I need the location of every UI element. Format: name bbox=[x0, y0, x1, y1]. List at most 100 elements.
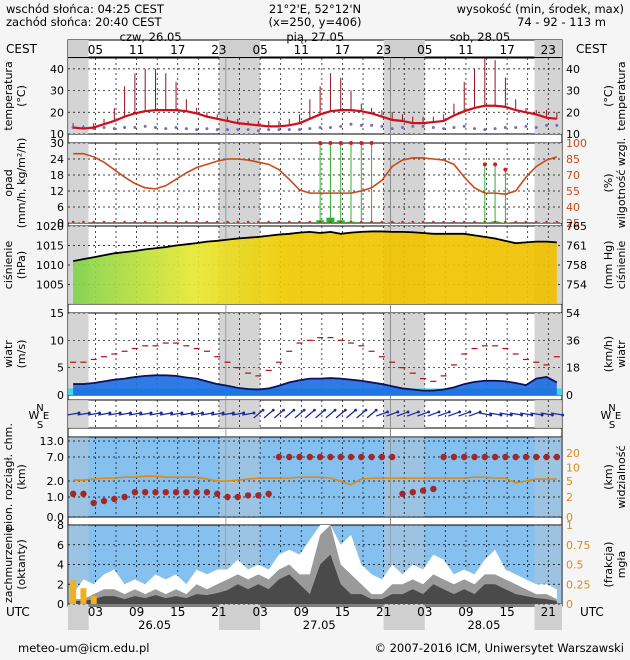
wind-barb-14 bbox=[211, 412, 224, 416]
temperature-ytick-2: 30 bbox=[50, 85, 64, 98]
cloud-base-0 bbox=[69, 490, 77, 497]
precip-dot-35 bbox=[432, 220, 435, 224]
wind-barb-head-20 bbox=[282, 408, 285, 412]
wind-barb-10 bbox=[170, 412, 183, 416]
sunset-text: zachód słońca: 20:40 CEST bbox=[6, 15, 163, 29]
precip-y2tick-5: 100 bbox=[566, 137, 587, 150]
precip-dot-9 bbox=[164, 220, 168, 224]
utc-hour-10: 15 bbox=[499, 605, 514, 619]
wind-barb-32 bbox=[396, 411, 409, 417]
precip-ytick-3: 18 bbox=[50, 169, 64, 182]
wind-y2tick-1: 18 bbox=[566, 362, 580, 375]
bottom-tz-label: UTC bbox=[6, 605, 30, 619]
dew-point-14 bbox=[215, 128, 219, 132]
precip-night-0 bbox=[68, 143, 89, 223]
wind-barb-36 bbox=[437, 411, 450, 417]
wind-barb-head-19 bbox=[271, 408, 275, 412]
wind-barb-head-24 bbox=[323, 408, 327, 412]
cloud-base-28 bbox=[358, 453, 365, 461]
cloud-base-40 bbox=[481, 453, 489, 461]
visibility-right-label-1: widzialność bbox=[615, 445, 628, 508]
wind-barb-head-3 bbox=[108, 411, 112, 415]
pressure-area bbox=[73, 231, 557, 304]
wind-barb-head-11 bbox=[190, 411, 194, 415]
wind-barb-15 bbox=[221, 412, 234, 416]
cloud-base-43 bbox=[512, 453, 519, 461]
vis-y2tick-3: 10 bbox=[566, 461, 580, 474]
cloud-base-38 bbox=[461, 453, 468, 461]
wind-barb-21 bbox=[284, 409, 295, 419]
dew-point-21 bbox=[287, 128, 291, 132]
wind-ytick-2: 10 bbox=[50, 334, 64, 347]
cloud-y2tick-1: 0.25 bbox=[566, 578, 591, 591]
wind-barb-head-30 bbox=[386, 410, 389, 414]
cest-hour-5: 11 bbox=[294, 43, 309, 57]
cloud-base-9 bbox=[162, 489, 169, 496]
wind-barb-0 bbox=[67, 412, 80, 416]
dew-point-28 bbox=[359, 123, 363, 127]
cloud-base-2 bbox=[90, 499, 97, 507]
precip-left-label-0: opad bbox=[2, 169, 15, 196]
dew-point-16 bbox=[236, 128, 240, 132]
cloud-base-25 bbox=[327, 453, 334, 461]
precip-dot-30 bbox=[380, 220, 384, 224]
precip-dot-5 bbox=[123, 220, 126, 224]
precip-ens-top-42 bbox=[503, 167, 508, 172]
precip-dot-20 bbox=[277, 220, 281, 224]
footer-copyright: © 2007-2016 ICM, Uniwersytet Warszawski bbox=[374, 641, 624, 655]
wind-barb-8 bbox=[149, 412, 162, 416]
dew-point-44 bbox=[524, 124, 528, 128]
dir-w-right: W bbox=[601, 409, 612, 422]
wind-barb-head-13 bbox=[211, 411, 215, 415]
cest-hour-2: 17 bbox=[170, 43, 185, 57]
precip-y2tick-3: 70 bbox=[566, 169, 580, 182]
cloud-base-46 bbox=[543, 453, 550, 461]
precip-dot-23 bbox=[308, 220, 312, 224]
dir-n-right: N bbox=[608, 403, 615, 414]
precip-dot-38 bbox=[462, 220, 466, 224]
day-label-1: pią, 27.05 bbox=[286, 30, 344, 44]
dew-point-47 bbox=[555, 123, 559, 127]
elevation-label: wysokość (min, środek, max) bbox=[457, 2, 624, 16]
cloud-base-4 bbox=[111, 495, 118, 503]
precip-dot-15 bbox=[226, 220, 229, 224]
wind-barb-27 bbox=[346, 409, 357, 419]
wind-barb-head-21 bbox=[292, 408, 296, 412]
cloud-base-13 bbox=[203, 489, 211, 496]
precip-dot-22 bbox=[298, 220, 301, 224]
cest-hour-10: 17 bbox=[499, 43, 514, 57]
temperature-panel bbox=[67, 57, 563, 135]
sunrise-text: wschód słońca: 04:25 CEST bbox=[6, 2, 165, 16]
wind-barb-head-4 bbox=[118, 411, 122, 415]
precip-ens-top-28 bbox=[359, 141, 364, 145]
precip-y2tick-0: 25 bbox=[566, 217, 580, 230]
top-axis-night-3 bbox=[534, 40, 562, 57]
precip-dot-16 bbox=[236, 220, 240, 224]
cest-hour-1: 11 bbox=[129, 43, 144, 57]
cloud-base-36 bbox=[440, 453, 447, 461]
precip-dot-2 bbox=[92, 220, 96, 224]
vis-y2tick-2: 5 bbox=[566, 475, 573, 488]
dew-point-31 bbox=[390, 127, 394, 131]
wind-barb-3 bbox=[97, 412, 111, 416]
wind-barb-17 bbox=[242, 412, 255, 416]
precip-left-label-1: (mm/h, kg/m²/h) bbox=[15, 138, 28, 229]
dew-point-38 bbox=[462, 124, 466, 128]
humidity-line bbox=[73, 152, 558, 196]
dew-point-26 bbox=[339, 124, 343, 128]
wind-barb-13 bbox=[200, 412, 213, 416]
wind-night-0 bbox=[68, 313, 89, 395]
cloud-base-26 bbox=[337, 453, 344, 461]
footer-email[interactable]: meteo-um@icm.edu.pl bbox=[18, 641, 149, 655]
pressure-right-label-1: ciśnienie bbox=[615, 241, 628, 290]
day-label-2: sob, 28.05 bbox=[450, 30, 511, 44]
cloud-right-label-0: (frakcja) bbox=[602, 542, 615, 588]
pressure-y2tick-2: 761 bbox=[566, 240, 587, 253]
dew-point-24 bbox=[318, 125, 322, 129]
bottom-axis-night-2 bbox=[383, 604, 425, 630]
cloud-base-32 bbox=[399, 490, 406, 497]
top-axis-night-0 bbox=[68, 40, 89, 57]
precip-dot-29 bbox=[370, 220, 373, 224]
vis-ytick-4: 13.0 bbox=[40, 435, 65, 448]
